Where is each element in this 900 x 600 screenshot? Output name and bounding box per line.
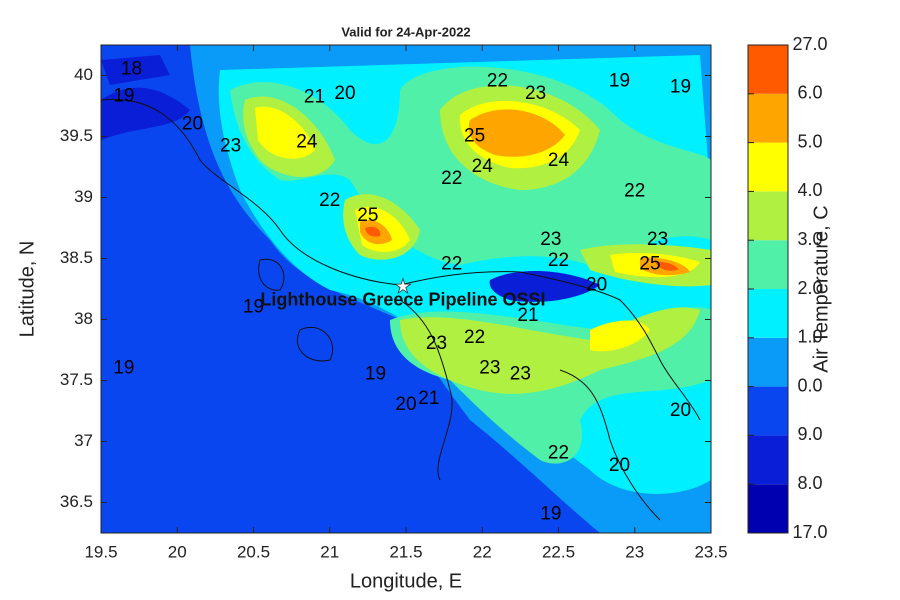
contour-band	[255, 100, 700, 352]
contour-label: 21	[418, 388, 439, 409]
colorbar-tick-label: 6.0	[797, 83, 822, 103]
contour-label: 19	[540, 504, 561, 525]
colorbar-band	[748, 142, 788, 192]
contour-band	[101, 55, 190, 140]
colorbar-tick-label: 17.0	[792, 522, 827, 542]
contour-label: 25	[464, 126, 485, 147]
contour-label: 22	[319, 190, 340, 211]
colorbar-band	[748, 337, 788, 387]
contour-label: 20	[609, 455, 630, 476]
site-label: Lighthouse Greece Pipeline OSSI	[260, 289, 545, 309]
site-marker	[394, 277, 412, 295]
contour-label: 21	[517, 305, 538, 326]
contour-label: 24	[472, 156, 494, 177]
contour-label: 22	[624, 180, 645, 201]
contour-label: 19	[365, 363, 386, 384]
colorbar-tick-label: 0.0	[797, 375, 822, 395]
contour-label: 18	[121, 58, 142, 79]
contour-label: 20	[670, 400, 691, 421]
colorbar-band	[748, 45, 788, 94]
contour-label: 23	[510, 363, 531, 384]
x-tick-label: 21	[320, 542, 339, 561]
colorbar-tick-label: 5.0	[797, 131, 822, 151]
x-tick-label: 23	[625, 542, 644, 561]
contour-label: 25	[639, 254, 660, 275]
contour-label: 20	[395, 394, 416, 415]
colorbar-band	[748, 386, 788, 436]
chart-title: Valid for 24-Apr-2022	[341, 24, 470, 39]
colorbar-band	[748, 191, 788, 241]
x-tick-label: 20.5	[237, 542, 270, 561]
contour-label: 22	[464, 327, 485, 348]
y-tick-label: 36.5	[60, 492, 93, 511]
colorbar-band	[748, 93, 788, 143]
contour-label: 20	[334, 83, 355, 104]
contour-band	[489, 270, 600, 302]
colorbar-tick-label: 2.0	[797, 278, 822, 298]
y-tick-label: 37	[74, 431, 93, 450]
contour-label: 22	[441, 168, 462, 189]
contour-label: 23	[479, 357, 500, 378]
contour-label: 19	[113, 357, 134, 378]
x-tick-label: 22.5	[542, 542, 575, 561]
contour-label: 20	[182, 113, 203, 134]
colorbar-tick-label: 27.0	[792, 34, 827, 54]
x-tick-label: 23.5	[694, 542, 727, 561]
contour-label: 25	[357, 205, 378, 226]
x-tick-label: 21.5	[389, 542, 422, 561]
coastline	[101, 98, 701, 521]
y-tick-label: 38	[74, 309, 93, 328]
contour-label: 23	[540, 229, 561, 250]
colorbar-tick-label: 4.0	[797, 180, 822, 200]
contour-label: 22	[548, 250, 569, 271]
contour-band	[360, 109, 690, 276]
x-axis-label: Longitude, E	[350, 570, 462, 592]
y-tick-label: 38.5	[60, 248, 93, 267]
colorbar-tick-label: 3.0	[797, 229, 822, 249]
x-tick-label: 20	[168, 542, 187, 561]
contour-label: 22	[441, 254, 462, 275]
x-tick-label: 22	[473, 542, 492, 561]
colorbar-band	[748, 435, 788, 485]
contour-label: 23	[525, 83, 546, 104]
y-tick-label: 40	[74, 65, 93, 84]
colorbar-label: Air Temperature, C	[810, 205, 832, 372]
x-tick-label: 19.5	[84, 542, 117, 561]
contour-label: 21	[304, 86, 325, 107]
colorbar-band	[748, 240, 788, 289]
contour-label: 19	[243, 296, 264, 317]
contour-label: 22	[548, 443, 569, 464]
contour-label: 23	[647, 229, 668, 250]
colorbar-band	[748, 289, 788, 338]
colorbar-tick-label: 9.0	[797, 424, 822, 444]
contour-fill	[101, 45, 711, 533]
y-tick-label: 39.5	[60, 126, 93, 145]
colorbar-tick-label: 1.0	[797, 327, 822, 347]
contour-label: 19	[670, 77, 691, 98]
contour-label: 24	[548, 150, 570, 171]
contour-label: 22	[487, 71, 508, 92]
colorbar-tick-label: 8.0	[797, 473, 822, 493]
y-tick-label: 39	[74, 187, 93, 206]
y-axis-label: Latitude, N	[16, 241, 38, 338]
contour-label: 23	[426, 333, 447, 354]
contour-label: 20	[586, 274, 607, 295]
contour-label: 23	[220, 135, 241, 156]
y-tick-label: 37.5	[60, 370, 93, 389]
contour-label: 24	[296, 132, 318, 153]
contour-label: 19	[609, 71, 630, 92]
contour-label: 19	[113, 85, 134, 106]
colorbar-band	[748, 484, 788, 533]
